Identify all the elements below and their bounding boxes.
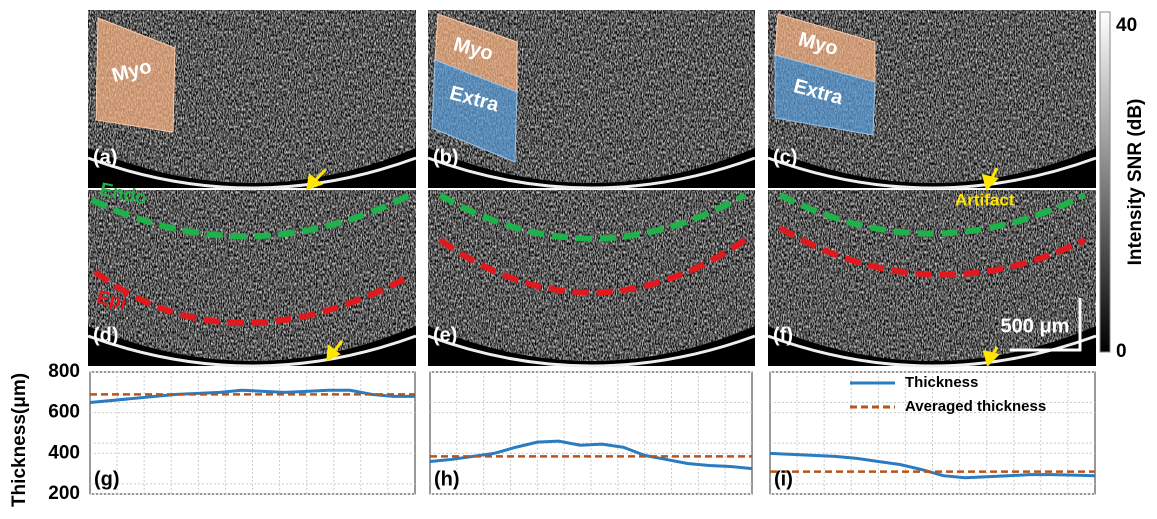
colorbar-title: Intensity SNR (dB) (1125, 99, 1146, 266)
y-axis-label: Thickness(μm) (9, 373, 30, 507)
y-tick-label: 800 (48, 361, 80, 382)
legend-label: Averaged thickness (905, 398, 1046, 415)
line-chart: 200 400 600 800 Thickness(μm) (g) (9, 361, 415, 507)
colorbar-tick-label: 40 (1116, 15, 1137, 36)
panel-label: (a) (93, 146, 117, 168)
colorbar (1100, 12, 1110, 352)
colorbar-tick-label: 0 (1116, 341, 1127, 362)
panel-label: (e) (433, 324, 457, 346)
y-tick-label: 400 (48, 442, 80, 463)
panel-label: (f) (773, 324, 793, 346)
image-panels: (a) (b) (c) (d) (e) (f) (88, 10, 1096, 366)
line-chart: (h) (430, 372, 752, 494)
charts: 200 400 600 800 Thickness(μm) (g) (h) (i) Thickn… (9, 361, 1095, 507)
speckle (768, 190, 1096, 366)
panel-label: (i) (774, 468, 793, 490)
panel-label: (g) (94, 468, 120, 490)
line-chart: (i) Thickness Averaged thickness (770, 372, 1095, 494)
panel-label: (d) (93, 324, 119, 346)
panel-label: (h) (434, 468, 460, 490)
y-tick-label: 200 (48, 483, 80, 504)
legend-label: Thickness (905, 374, 978, 391)
oct-image: (f) (768, 190, 1096, 366)
scale-bar-label: 500 μm (1001, 315, 1070, 337)
panel-label: (b) (433, 146, 459, 168)
figure: (a)(b)(c)(d)(e)(f) Myo Myo Extra Myo Ext… (0, 0, 1157, 514)
artifact-label: Artifact (955, 190, 1015, 209)
y-tick-label: 600 (48, 402, 80, 423)
panel-label: (c) (773, 146, 797, 168)
